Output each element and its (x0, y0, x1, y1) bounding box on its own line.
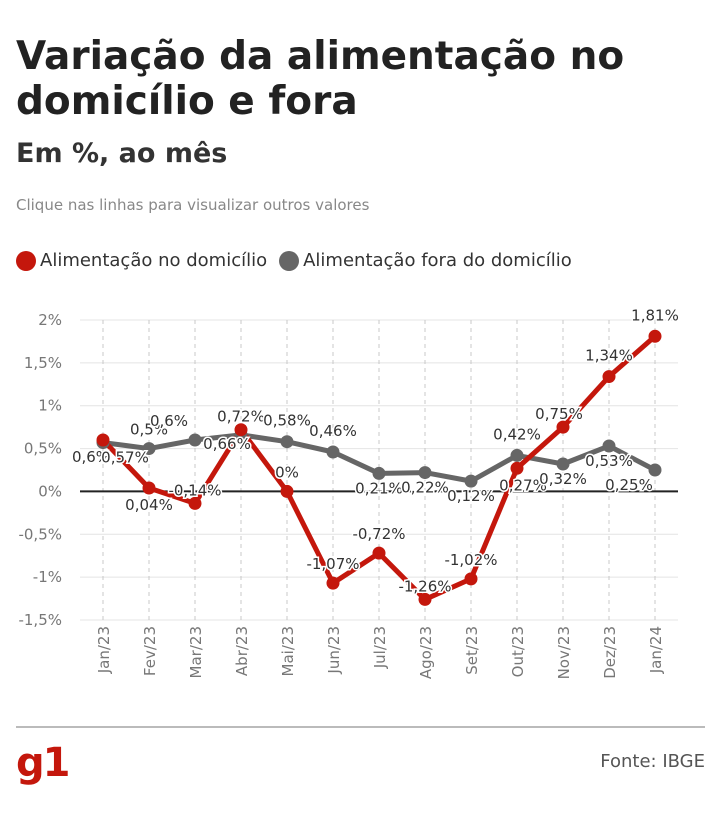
data-labels: 0,6% 0,04%-0,14% 0,72% 0% -1,07% -0,72% -1,26%… (70, 305, 680, 597)
legend-swatch-domicilio (16, 250, 36, 271)
x-tick-label: Nov/23 (555, 626, 573, 679)
series-points (96, 329, 662, 606)
point-domicilio (142, 481, 156, 495)
legend-item-fora[interactable]: Alimentação fora do domicílio (279, 250, 572, 271)
data-label-domicilio: -1,02% (444, 551, 497, 569)
x-tick-label: Jul/23 (371, 626, 389, 669)
data-label-domicilio: 0,27% (499, 476, 547, 494)
point-fora (188, 433, 202, 447)
point-domicilio (602, 370, 616, 384)
source-note: Fonte: IBGE (600, 751, 705, 772)
point-fora (464, 474, 478, 488)
data-label-fora: 0,42% (493, 425, 541, 443)
point-domicilio (326, 576, 340, 590)
x-tick-label: Jan/24 (647, 626, 665, 674)
chart-title: Variação da alimentação no domicílio e f… (16, 34, 625, 124)
legend-label-domicilio: Alimentação no domicílio (40, 250, 268, 271)
chart-grid (80, 319, 678, 621)
data-label-fora: 0,22% (401, 479, 449, 497)
x-tick-label: Mar/23 (187, 626, 205, 678)
line-chart: 2% 1,5% 1% 0,5% 0% -0,5% -1% -1,5% Jan/23 Fev/23… (18, 305, 680, 680)
data-label-domicilio: 0,72% (217, 408, 265, 426)
data-label-domicilio: 1,34% (585, 347, 633, 365)
data-label-domicilio: -1,26% (398, 577, 451, 595)
point-fora (142, 442, 156, 456)
point-fora (326, 445, 340, 459)
x-tick-label: Set/23 (463, 626, 481, 675)
data-label-domicilio: 0% (275, 463, 299, 481)
chart-subtitle: Em %, ao mês (16, 138, 228, 169)
point-domicilio (188, 496, 202, 510)
point-domicilio (648, 329, 662, 343)
data-label-fora: 0,6% (150, 412, 188, 430)
y-tick-label: 0% (38, 482, 62, 500)
data-label-domicilio: 1,81% (631, 306, 679, 324)
point-domicilio (556, 420, 570, 434)
y-tick-label: 1% (38, 397, 62, 415)
data-label-fora: 0,57% (101, 449, 149, 467)
x-tick-label: Out/23 (509, 626, 527, 677)
data-label-domicilio: 0,04% (125, 496, 173, 514)
x-tick-label: Ago/23 (417, 626, 435, 679)
g1-logo: g1 (16, 740, 70, 786)
y-tick-label: 1,5% (24, 354, 62, 372)
data-label-fora: 0,21% (355, 479, 403, 497)
x-tick-label: Dez/23 (601, 626, 619, 679)
point-domicilio (234, 423, 248, 437)
x-axis: Jan/23 Fev/23 Mar/23 Abr/23 Mai/23 Jun/23 Jul/… (95, 626, 665, 679)
point-domicilio (464, 572, 478, 586)
x-tick-label: Jun/23 (325, 626, 343, 675)
point-fora (418, 466, 432, 480)
x-tick-label: Fev/23 (141, 626, 159, 676)
point-fora (372, 466, 386, 480)
data-label-domicilio: 0,75% (535, 405, 583, 423)
y-tick-label: -1,5% (18, 611, 62, 629)
interaction-hint: Clique nas linhas para visualizar outros… (16, 196, 370, 214)
data-label-fora: 0,25% (605, 476, 653, 494)
footer-divider (16, 726, 705, 728)
data-label-fora: 0,58% (263, 412, 311, 430)
x-tick-label: Abr/23 (233, 626, 251, 676)
point-domicilio (96, 433, 110, 447)
point-fora (556, 457, 570, 471)
legend-swatch-fora (279, 250, 300, 271)
x-tick-label: Mai/23 (279, 626, 297, 676)
point-domicilio (372, 546, 386, 560)
y-tick-label: -0,5% (18, 525, 62, 543)
y-tick-label: 2% (38, 311, 62, 329)
data-label-fora: 0,32% (539, 470, 587, 488)
x-tick-label: Jan/23 (95, 626, 113, 674)
point-fora (602, 439, 616, 453)
point-domicilio (510, 461, 524, 475)
data-label-domicilio: -0,14% (168, 481, 221, 499)
data-label-domicilio: -1,07% (306, 555, 359, 573)
data-label-fora: 0,12% (447, 487, 495, 505)
point-domicilio (418, 592, 432, 606)
data-label-fora: 0,5% (130, 421, 168, 439)
legend-label-fora: Alimentação fora do domicílio (303, 250, 572, 271)
point-domicilio (280, 484, 294, 498)
legend-item-domicilio[interactable]: Alimentação no domicílio (16, 250, 267, 271)
data-label-fora: 0,53% (585, 452, 633, 470)
data-label-domicilio: -0,72% (352, 525, 405, 543)
data-label-fora: 0,46% (309, 422, 357, 440)
y-tick-label: -1% (33, 568, 62, 586)
y-tick-label: 0,5% (24, 440, 62, 458)
point-fora (648, 463, 662, 477)
legend: Alimentação no domicílio Alimentação for… (16, 250, 584, 271)
data-label-domicilio: 0,6% (72, 448, 110, 466)
y-axis: 2% 1,5% 1% 0,5% 0% -0,5% -1% -1,5% (18, 311, 62, 629)
data-label-fora: 0,66% (203, 435, 251, 453)
point-fora (280, 435, 294, 449)
point-fora (510, 448, 524, 462)
